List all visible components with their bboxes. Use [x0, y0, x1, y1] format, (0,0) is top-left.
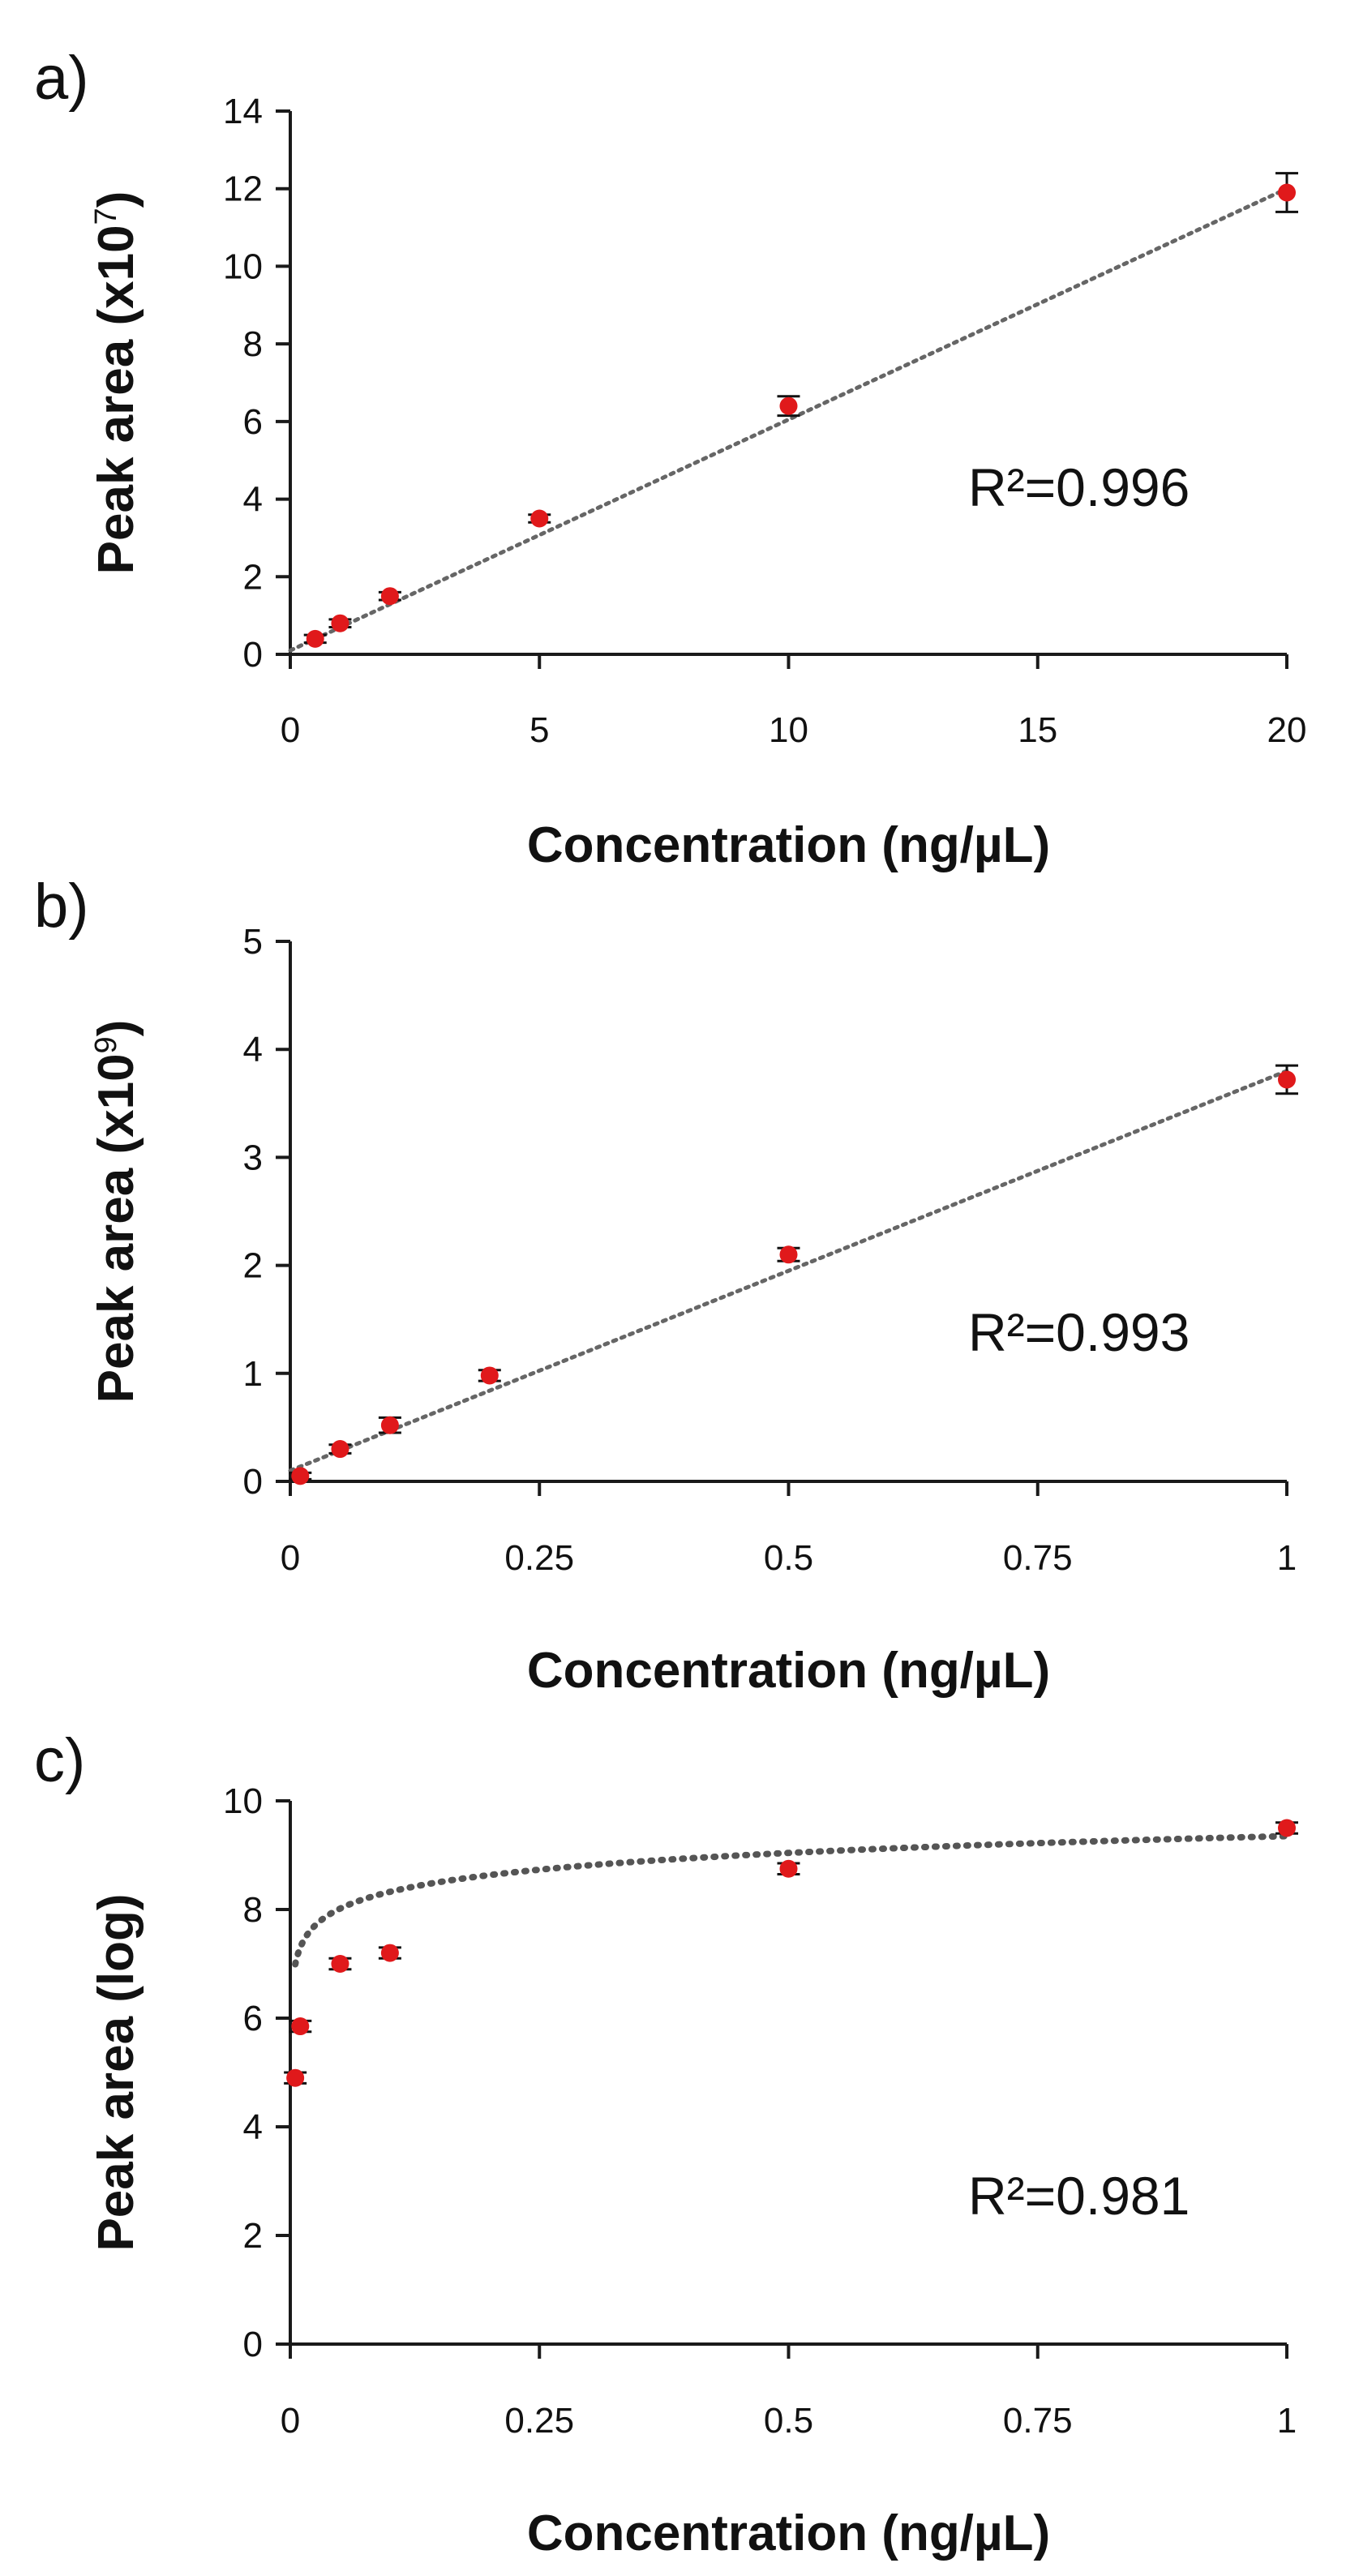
x-tick-label: 0.75: [1003, 1538, 1073, 1578]
y-axis-title-close: ): [88, 1020, 144, 1037]
trendline: [292, 1832, 1290, 1968]
chart-panel-b: b) 0 1 2 3 4 5 0 0.25 0.5 0.75 1 Concentration (ng/µ…: [34, 872, 1298, 1699]
y-tick-label: 2: [243, 2216, 263, 2256]
panel-label: b): [34, 872, 89, 941]
chart-panel-c: c) 0 2 4 6 8 10 0 0.25 0.5 0.75 1 Concentration (ng/…: [34, 1726, 1298, 2561]
x-axis-title: Concentration (ng/µL): [527, 817, 1050, 873]
y-axis-title: Peak area (log): [88, 1893, 144, 2251]
chart-panel-a: a) 0 2 4 6 8 10 12 14 0 5 10 15 20 Concentration (ng/µ…: [34, 44, 1306, 873]
data-point: [1278, 183, 1296, 202]
panel-label: c): [34, 1726, 85, 1795]
x-tick-label: 0: [281, 710, 300, 750]
data-point: [380, 1416, 399, 1434]
y-tick-label: 4: [243, 2107, 263, 2147]
y-tick-label: 0: [243, 635, 263, 675]
x-axis-title: Concentration (ng/µL): [527, 1643, 1050, 1699]
data-point: [480, 1366, 499, 1385]
panel-label: a): [34, 44, 89, 113]
data-point: [306, 629, 324, 648]
y-axis-title-exponent: 7: [89, 208, 123, 225]
y-axis-title-close: ): [88, 191, 144, 208]
x-tick-label: 0.75: [1003, 2401, 1073, 2441]
y-tick-label: 8: [243, 1890, 263, 1930]
y-tick-label: 4: [243, 480, 263, 520]
trendline: [288, 186, 1289, 653]
y-axis-title-text: Peak area (log): [88, 1893, 144, 2251]
x-tick-label: 0.5: [764, 1538, 813, 1578]
y-tick-label: 3: [243, 1138, 263, 1177]
trendline: [288, 1069, 1289, 1473]
y-tick-label: 0: [243, 2325, 263, 2364]
x-axis-title: Concentration (ng/µL): [527, 2505, 1050, 2561]
y-axis-title-text: Peak area (x10: [88, 1053, 144, 1403]
data-point: [1278, 1070, 1296, 1089]
x-tick-label: 15: [1018, 710, 1057, 750]
y-tick-label: 1: [243, 1354, 263, 1394]
data-point: [530, 509, 549, 528]
x-tick-label: 0.5: [764, 2401, 813, 2441]
y-tick-label: 12: [223, 169, 263, 209]
r-squared-annotation: R²=0.996: [968, 457, 1190, 517]
y-axis-title-exponent: 9: [89, 1036, 123, 1053]
y-axis-title: Peak area (x107): [88, 191, 144, 575]
data-point: [779, 396, 798, 415]
data-point: [779, 1245, 798, 1264]
x-tick-label: 10: [769, 710, 808, 750]
y-tick-label: 8: [243, 324, 263, 364]
data-point: [380, 587, 399, 606]
data-point: [380, 1944, 399, 1962]
y-tick-label: 6: [243, 402, 263, 442]
x-tick-label: 1: [1277, 2401, 1297, 2441]
y-tick-label: 0: [243, 1462, 263, 1502]
x-tick-label: 0.25: [504, 1538, 574, 1578]
r-squared-annotation: R²=0.981: [968, 2166, 1190, 2226]
x-tick-label: 20: [1267, 710, 1307, 750]
y-tick-label: 5: [243, 922, 263, 962]
x-tick-label: 0.25: [504, 2401, 574, 2441]
data-point: [779, 1859, 798, 1878]
x-tick-label: 1: [1277, 1538, 1297, 1578]
y-tick-label: 2: [243, 1246, 263, 1286]
x-tick-label: 0: [281, 2401, 300, 2441]
x-tick-label: 5: [529, 710, 549, 750]
y-tick-label: 10: [223, 246, 263, 286]
data-point: [331, 614, 349, 632]
data-point: [291, 2017, 310, 2036]
y-tick-label: 6: [243, 1999, 263, 2038]
data-point: [291, 1467, 310, 1485]
y-axis-title: Peak area (x109): [88, 1020, 144, 1404]
y-tick-label: 4: [243, 1030, 263, 1069]
x-tick-label: 0: [281, 1538, 300, 1578]
data-point: [1278, 1819, 1296, 1837]
y-axis-title-text: Peak area (x10: [88, 225, 144, 574]
r-squared-annotation: R²=0.993: [968, 1302, 1190, 1362]
y-tick-label: 10: [223, 1781, 263, 1821]
y-tick-label: 14: [223, 92, 263, 131]
y-tick-label: 2: [243, 557, 263, 597]
data-point: [286, 2068, 305, 2087]
data-point: [331, 1440, 349, 1459]
data-point: [331, 1955, 349, 1973]
